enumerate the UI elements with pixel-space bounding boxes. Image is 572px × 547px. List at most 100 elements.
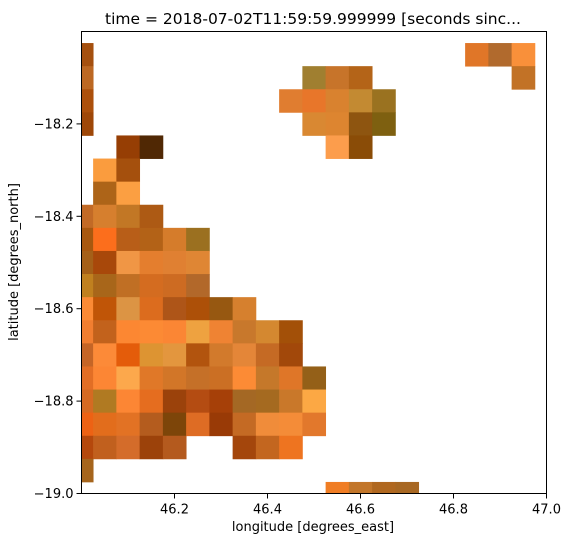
heatmap-cell [81,250,94,275]
heatmap-cell [139,274,164,298]
x-axis-label: longitude [degrees_east] [232,520,394,535]
heatmap-cell [81,320,94,344]
heatmap-cell [116,274,141,298]
heatmap-cell [209,297,234,321]
heatmap-cell [348,135,373,159]
y-tick-label: −18.2 [34,117,74,132]
heatmap-cell [162,366,187,390]
heatmap-cell [162,389,187,414]
x-axis-ticks: 46.2 46.4 46.6 46.8 47.0 [160,493,561,518]
heatmap-cell [186,412,210,437]
heatmap-cell [81,227,94,252]
heatmap-cell [325,112,350,136]
heatmap-cell [186,366,210,390]
heatmap-cell [372,89,396,113]
heatmap-cell [81,343,94,367]
heatmap-cell [488,43,513,67]
heatmap-cell [81,89,94,113]
y-tick-label: −18.6 [34,302,74,317]
heatmap-cell [139,366,164,390]
y-axis-label: latitude [degrees_north] [7,183,22,341]
heatmap-cell [116,412,141,437]
heatmap-cell [232,343,257,367]
heatmap-cell [255,412,280,437]
heatmap-cell [93,158,117,183]
heatmap-cell [209,389,234,414]
heatmap-cell [162,250,187,275]
heatmap-cell [348,89,373,113]
heatmap-cell [139,297,164,321]
x-tick-label: 46.4 [253,503,282,518]
heatmap-cell [116,181,141,206]
heatmap-cell [186,343,210,367]
heatmap-cell [372,481,396,494]
heatmap-cell [139,320,164,344]
heatmap-cell [81,389,94,414]
heatmap-cell [93,274,117,298]
heatmap-cell [302,112,327,136]
heatmap-cell [372,112,396,136]
heatmap-cell [139,250,164,275]
x-tick-label: 46.2 [160,503,189,518]
heatmap-cell [139,227,164,252]
heatmap-cell [116,227,141,252]
heatmap-cell [139,204,164,229]
heatmap-cell [255,320,280,344]
heatmap-cell [81,204,94,229]
heatmap-cell [162,274,187,298]
heatmap-cell [465,43,489,67]
heatmap-cell [93,435,117,460]
heatmap-cell [93,389,117,414]
heatmap-cell [81,435,94,460]
x-tick-label: 46.8 [439,503,468,518]
heatmap-cell [116,366,141,390]
heatmap-cell [93,250,117,275]
heatmap-cell [325,89,350,113]
heatmap-cell [81,66,94,90]
heatmap-cell [255,435,280,460]
heatmap-cell [325,135,350,159]
heatmap-cell [116,435,141,460]
heatmap-cell [279,89,303,113]
heatmap-cell [348,481,373,494]
heatmap-cell [279,320,303,344]
heatmap-cell [302,389,327,414]
heatmap-cell [139,135,164,159]
heatmap-cell [162,297,187,321]
heatmap-cell [186,227,210,252]
heatmap-cell [186,250,210,275]
heatmap-cell [139,343,164,367]
heatmap-cell [116,343,141,367]
heatmap-cell [255,343,280,367]
heatmap-cell [232,389,257,414]
heatmap-cell [232,435,257,460]
heatmap-cell [116,204,141,229]
heatmap-cell [232,412,257,437]
heatmap-cell [209,412,234,437]
heatmap-cell [116,389,141,414]
heatmap-cell [209,343,234,367]
heatmap-cell [255,389,280,414]
heatmap-cell [116,250,141,275]
heatmap-cell [93,204,117,229]
heatmap-cell [139,412,164,437]
heatmap-cell [209,320,234,344]
heatmap-cell [511,66,536,90]
heatmap-cell [348,112,373,136]
heatmap-cell [93,412,117,437]
heatmap-cell [186,274,210,298]
y-axis-ticks: −18.2 −18.4 −18.6 −18.8 −19.0 [34,117,82,502]
y-tick-label: −18.4 [34,210,74,225]
heatmap-cell [93,181,117,206]
heatmap-cell [302,412,327,437]
heatmap-cell [162,320,187,344]
heatmap-cell [395,481,420,494]
heatmap-cell [116,320,141,344]
heatmap-cell [162,343,187,367]
heatmap-cell [186,320,210,344]
heatmap-cell [93,297,117,321]
heatmap-cell [81,458,94,483]
heatmap-cell [279,412,303,437]
heatmap-cell [162,227,187,252]
heatmap-cell [93,343,117,367]
